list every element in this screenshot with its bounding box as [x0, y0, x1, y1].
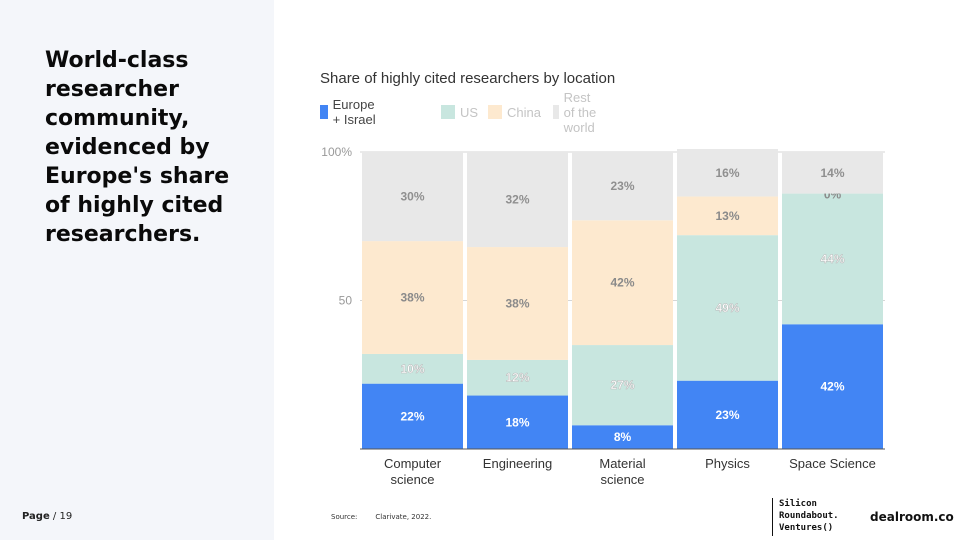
- legend-item-us: US: [441, 103, 478, 121]
- bar-us-1: [467, 359, 568, 396]
- data-label-rest-0: 30%: [400, 190, 424, 204]
- dealroom-logo: dealroom.co: [870, 510, 954, 524]
- bar-us-0: [362, 353, 463, 384]
- data-label-europe-1: 18%: [505, 415, 529, 429]
- source-text: Clarivate, 2022.: [375, 513, 432, 521]
- category-label: science: [600, 472, 644, 487]
- data-label-us-4: 44%: [820, 252, 844, 266]
- data-label-europe-3: 23%: [715, 408, 739, 422]
- data-label-china-3: 13%: [715, 209, 739, 223]
- page-word: Page: [22, 511, 50, 522]
- data-label-us-1: 12%: [505, 371, 529, 385]
- headline: World-class researcher community, eviden…: [45, 48, 230, 247]
- legend-swatch: [488, 105, 502, 119]
- bar-rest-4: [782, 152, 883, 194]
- data-label-us-2: 27%: [610, 378, 634, 392]
- source-label: Source:: [331, 513, 358, 521]
- data-label-china-0: 38%: [400, 291, 424, 305]
- bar-europe-3: [677, 380, 778, 449]
- bar-rest-2: [572, 152, 673, 221]
- bar-us-2: [572, 345, 673, 426]
- category-label: Space Science: [789, 456, 876, 471]
- legend-label: US: [460, 104, 479, 120]
- legend-item-rest: Rest of the world: [553, 90, 603, 135]
- category-label: Computer: [384, 456, 442, 471]
- silicon-roundabout-logo: Silicon Roundabout. Ventures(): [772, 498, 839, 536]
- bar-china-0: [362, 241, 463, 354]
- bar-europe-2: [572, 425, 673, 449]
- bar-us-4: [782, 193, 883, 325]
- legend-label: China: [507, 104, 541, 120]
- legend-swatch: [441, 105, 455, 119]
- legend-label: Rest of the world: [563, 89, 597, 135]
- data-label-europe-0: 22%: [400, 409, 424, 423]
- data-label-europe-2: 8%: [614, 430, 632, 444]
- legend-swatch: [320, 105, 328, 119]
- category-label: Physics: [705, 456, 750, 471]
- bar-europe-0: [362, 383, 463, 449]
- bar-us-3: [677, 235, 778, 381]
- data-label-rest-1: 32%: [505, 193, 529, 207]
- data-label-china-2: 42%: [610, 276, 634, 290]
- category-label: science: [390, 472, 434, 487]
- page-number: Page / 19: [22, 511, 72, 522]
- bar-europe-1: [467, 395, 568, 449]
- bar-china-2: [572, 220, 673, 346]
- source-note: Source: Clarivate, 2022.: [331, 513, 431, 521]
- y-tick-label: 100%: [321, 145, 352, 159]
- page-count: / 19: [49, 511, 73, 522]
- data-label-us-3: 49%: [715, 301, 739, 315]
- legend-swatch: [553, 105, 559, 119]
- chart-title: Share of highly cited researchers by loc…: [320, 70, 616, 87]
- data-label-rest-4: 14%: [820, 166, 844, 180]
- legend-item-china: China: [488, 103, 541, 121]
- bar-rest-1: [467, 152, 568, 248]
- data-label-us-0: 10%: [400, 362, 424, 376]
- bar-china-1: [467, 247, 568, 360]
- left-panel: [0, 0, 274, 540]
- bar-rest-3: [677, 149, 778, 197]
- data-label-rest-2: 23%: [610, 179, 634, 193]
- bar-rest-0: [362, 152, 463, 242]
- data-label-europe-4: 42%: [820, 380, 844, 394]
- bar-china-3: [677, 196, 778, 236]
- y-tick-label: 50: [339, 294, 353, 308]
- legend-label: Europe + Israel: [332, 97, 376, 127]
- data-label-china-1: 38%: [505, 296, 529, 310]
- bar-europe-4: [782, 324, 883, 449]
- category-label: Material: [599, 456, 645, 471]
- data-label-rest-3: 16%: [715, 166, 739, 180]
- legend-item-europe: Europe + Israel: [320, 97, 381, 127]
- category-label: Engineering: [483, 456, 552, 471]
